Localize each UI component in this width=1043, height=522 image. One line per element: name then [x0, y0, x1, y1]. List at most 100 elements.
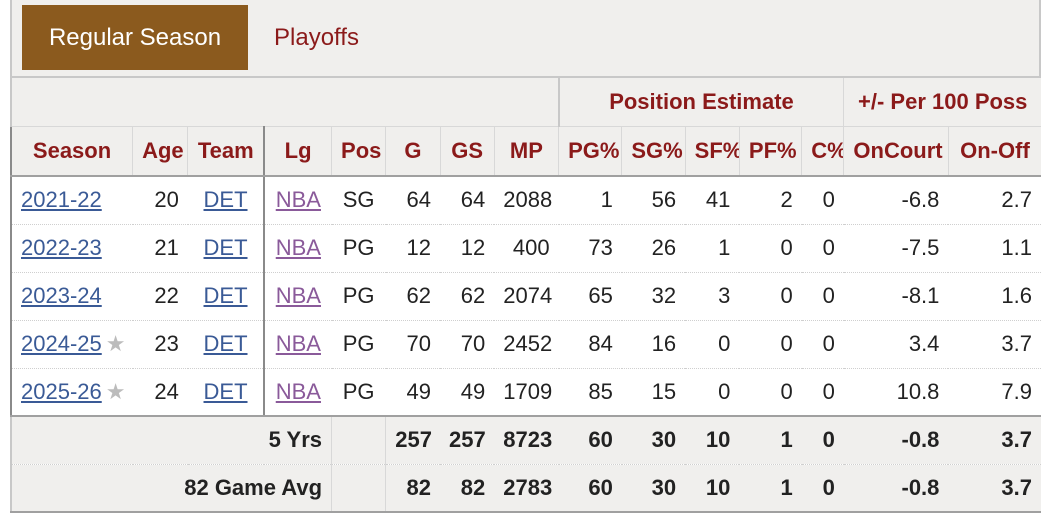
oncourt-cell: -7.5: [843, 224, 949, 273]
pg-pct-total: 60: [558, 464, 622, 513]
gs-cell: 62: [440, 272, 495, 321]
c-pct-cell: 0: [801, 272, 844, 321]
age-cell: 21: [132, 224, 188, 273]
team-link[interactable]: DET: [203, 378, 248, 404]
c-pct-total: 0: [801, 416, 844, 465]
mp-cell: 1709: [494, 368, 559, 417]
tab-playoffs[interactable]: Playoffs: [274, 24, 359, 51]
league-link[interactable]: NBA: [275, 331, 321, 356]
pos-cell: PG: [331, 272, 386, 321]
g-cell: 12: [385, 224, 441, 273]
totals-blank: [331, 416, 387, 465]
gs-cell: 64: [440, 176, 495, 225]
age-cell: 23: [132, 320, 188, 369]
g-cell: 70: [385, 320, 441, 369]
g-total: 257: [385, 416, 441, 465]
pos-cell: SG: [331, 176, 386, 225]
col-lg[interactable]: Lg: [264, 126, 333, 177]
mp-total: 2783: [494, 464, 559, 513]
table-row: 2025-26 ★ 24 DET NBA PG 49 49 1709 85 15 0 0 0 10.8 7.9: [10, 368, 1041, 417]
team-cell: DET: [187, 368, 266, 417]
col-oncourt[interactable]: OnCourt: [843, 126, 949, 177]
pg-pct-total: 60: [558, 416, 622, 465]
g-cell: 49: [385, 368, 441, 417]
sg-pct-cell: 26: [621, 224, 686, 273]
mp-total: 8723: [494, 416, 559, 465]
sg-pct-cell: 15: [621, 368, 686, 417]
gs-total: 82: [440, 464, 495, 513]
table-row: 2024-25 ★ 23 DET NBA PG 70 70 2452 84 16 0 0 0 3.4 3.7: [10, 320, 1041, 369]
col-pos[interactable]: Pos: [331, 126, 387, 177]
oncourt-cell: -6.8: [843, 176, 949, 225]
team-link[interactable]: DET: [203, 187, 248, 213]
col-age[interactable]: Age: [132, 126, 189, 177]
team-link[interactable]: DET: [203, 331, 248, 356]
pos-cell: PG: [331, 320, 386, 369]
g-total: 82: [385, 464, 441, 513]
league-link[interactable]: NBA: [275, 283, 321, 308]
league-link[interactable]: NBA: [275, 235, 321, 260]
season-link[interactable]: 2023-24: [21, 283, 102, 308]
gs-cell: 70: [440, 320, 495, 369]
season-link[interactable]: 2022-23: [21, 235, 102, 260]
star-icon: ★: [105, 378, 126, 404]
league-link[interactable]: NBA: [275, 378, 321, 404]
c-pct-cell: 0: [801, 224, 844, 273]
header-row: Season Age Team Lg Pos G GS MP PG% SG% S…: [10, 126, 1041, 177]
team-cell: DET: [187, 320, 266, 369]
col-gs[interactable]: GS: [440, 126, 495, 177]
pf-pct-cell: 0: [739, 224, 802, 273]
team-link[interactable]: DET: [203, 283, 248, 308]
on-off-cell: 1.6: [948, 272, 1041, 321]
over-header-position-estimate: Position Estimate: [558, 78, 845, 127]
league-cell: NBA: [264, 368, 332, 417]
col-on-off[interactable]: On-Off: [948, 126, 1041, 177]
over-header-plus-minus: +/- Per 100 Poss: [843, 78, 1041, 127]
totals-row: 82 Game Avg 82 82 2783 60 30 10 1 0 -0.8 3.7: [10, 464, 1041, 513]
mp-cell: 2088: [494, 176, 559, 225]
age-cell: 24: [132, 368, 188, 417]
team-link[interactable]: DET: [203, 235, 248, 260]
c-pct-total: 0: [801, 464, 844, 513]
tab-regular-season[interactable]: Regular Season: [22, 5, 248, 70]
gs-cell: 49: [440, 368, 495, 417]
col-sf-pct[interactable]: SF%: [685, 126, 740, 177]
mp-cell: 2074: [494, 272, 559, 321]
sf-pct-total: 10: [685, 464, 740, 513]
season-link[interactable]: 2025-26: [21, 378, 102, 404]
oncourt-cell: -8.1: [843, 272, 949, 321]
g-cell: 62: [385, 272, 441, 321]
col-g[interactable]: G: [385, 126, 441, 177]
league-cell: NBA: [264, 224, 332, 273]
g-cell: 64: [385, 176, 441, 225]
totals-row: 5 Yrs 257 257 8723 60 30 10 1 0 -0.8 3.7: [10, 416, 1041, 465]
on-off-total: 3.7: [948, 416, 1041, 465]
age-cell: 20: [132, 176, 188, 225]
col-mp[interactable]: MP: [494, 126, 560, 177]
league-link[interactable]: NBA: [275, 187, 321, 213]
c-pct-cell: 0: [801, 176, 844, 225]
on-off-cell: 2.7: [948, 176, 1041, 225]
pf-pct-cell: 0: [739, 320, 802, 369]
col-pg-pct[interactable]: PG%: [558, 126, 623, 177]
pg-pct-cell: 1: [558, 176, 622, 225]
pg-pct-cell: 85: [558, 368, 622, 417]
season-cell: 2021-22: [10, 176, 133, 225]
col-season[interactable]: Season: [10, 126, 134, 177]
league-cell: NBA: [264, 272, 332, 321]
table-row: 2022-23 21 DET NBA PG 12 12 400 73 26 1 0 0 -7.5 1.1: [10, 224, 1041, 273]
season-link[interactable]: 2024-25: [21, 331, 102, 356]
col-sg-pct[interactable]: SG%: [621, 126, 686, 177]
sf-pct-cell: 0: [685, 320, 740, 369]
season-link[interactable]: 2021-22: [21, 187, 102, 213]
totals-label: 5 Yrs: [10, 416, 333, 465]
star-icon: ★: [105, 331, 126, 356]
oncourt-total: -0.8: [843, 464, 949, 513]
col-pf-pct[interactable]: PF%: [739, 126, 803, 177]
season-cell: 2023-24: [10, 272, 133, 321]
col-c-pct[interactable]: C%: [801, 126, 845, 177]
col-team[interactable]: Team: [187, 126, 266, 177]
totals-blank: [331, 464, 387, 513]
pf-pct-cell: 2: [739, 176, 802, 225]
sf-pct-cell: 41: [685, 176, 740, 225]
